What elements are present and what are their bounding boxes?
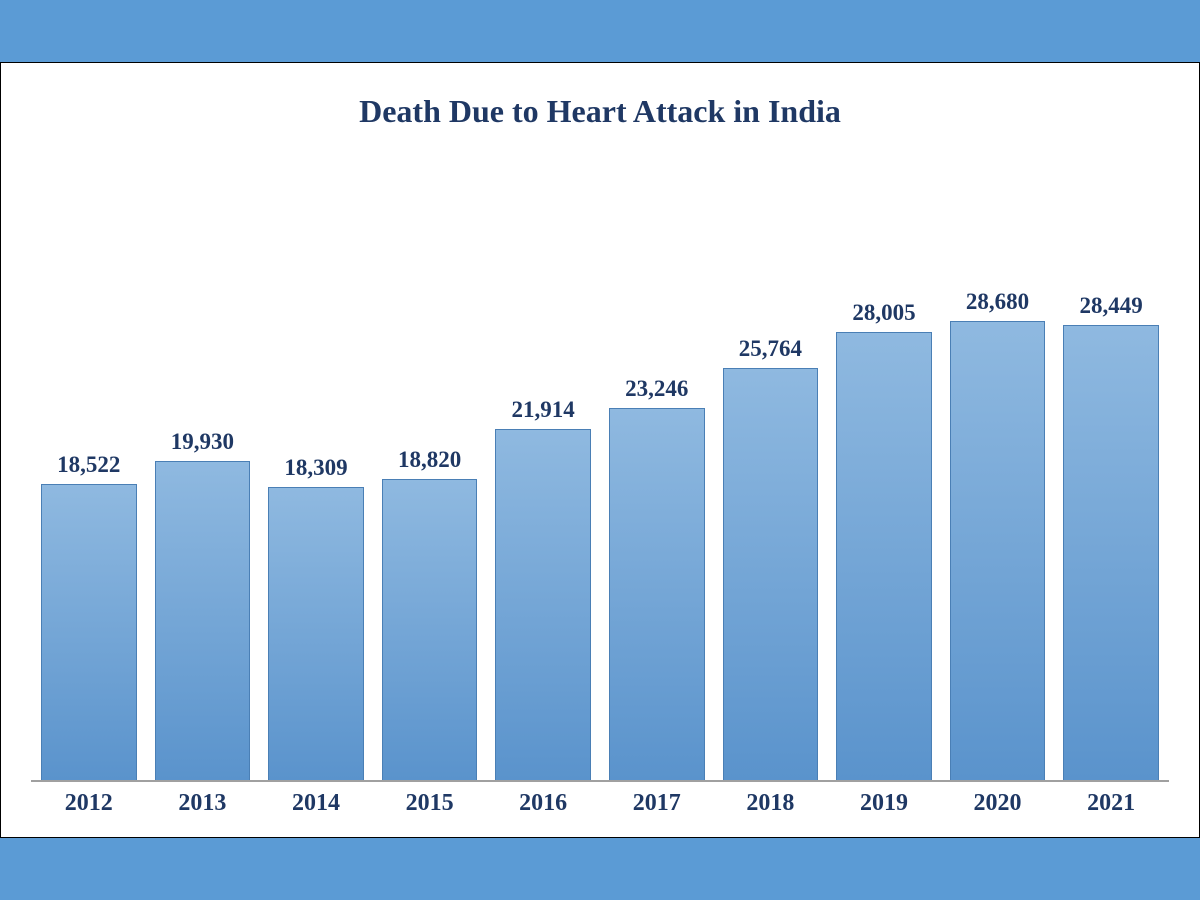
bar — [723, 368, 819, 780]
bar-column: 21,914 — [495, 180, 591, 780]
bar-value-label: 18,309 — [284, 455, 347, 481]
bar-value-label: 21,914 — [512, 397, 575, 423]
x-axis: 2012 2013 2014 2015 2016 2017 2018 2019 2020 2021 — [31, 782, 1169, 817]
bar — [268, 487, 364, 780]
x-tick-label: 2017 — [609, 790, 705, 817]
x-tick-label: 2012 — [41, 790, 137, 817]
bar-value-label: 25,764 — [739, 336, 802, 362]
x-tick-label: 2014 — [268, 790, 364, 817]
x-tick-label: 2018 — [723, 790, 819, 817]
plot-area: 18,522 19,930 18,309 18,820 21,914 23,246 25,7… — [31, 180, 1169, 782]
bar-column: 28,680 — [950, 180, 1046, 780]
bar-value-label: 23,246 — [625, 376, 688, 402]
x-tick-label: 2020 — [950, 790, 1046, 817]
bar-value-label: 18,522 — [57, 452, 120, 478]
bar-column: 18,309 — [268, 180, 364, 780]
bar-value-label: 28,449 — [1080, 293, 1143, 319]
bar — [836, 332, 932, 780]
bar — [382, 479, 478, 780]
chart-card: Death Due to Heart Attack in India 18,52… — [0, 62, 1200, 838]
bottom-band — [0, 838, 1200, 900]
bar-column: 23,246 — [609, 180, 705, 780]
x-tick-label: 2019 — [836, 790, 932, 817]
bar — [41, 484, 137, 780]
bar-value-label: 28,680 — [966, 289, 1029, 315]
bar-column: 18,820 — [382, 180, 478, 780]
bar-value-label: 28,005 — [852, 300, 915, 326]
bar-column: 28,449 — [1063, 180, 1159, 780]
bar-value-label: 19,930 — [171, 429, 234, 455]
chart-title: Death Due to Heart Attack in India — [31, 93, 1169, 130]
bar — [609, 408, 705, 780]
x-tick-label: 2016 — [495, 790, 591, 817]
x-tick-label: 2015 — [382, 790, 478, 817]
bar — [155, 461, 251, 780]
bar — [950, 321, 1046, 780]
bar-column: 28,005 — [836, 180, 932, 780]
bar-column: 19,930 — [155, 180, 251, 780]
x-tick-label: 2013 — [155, 790, 251, 817]
bar-column: 18,522 — [41, 180, 137, 780]
bar-column: 25,764 — [723, 180, 819, 780]
outer-container: Death Due to Heart Attack in India 18,52… — [0, 0, 1200, 900]
bar — [1063, 325, 1159, 780]
bar — [495, 429, 591, 780]
x-tick-label: 2021 — [1063, 790, 1159, 817]
top-band — [0, 0, 1200, 62]
bar-value-label: 18,820 — [398, 447, 461, 473]
